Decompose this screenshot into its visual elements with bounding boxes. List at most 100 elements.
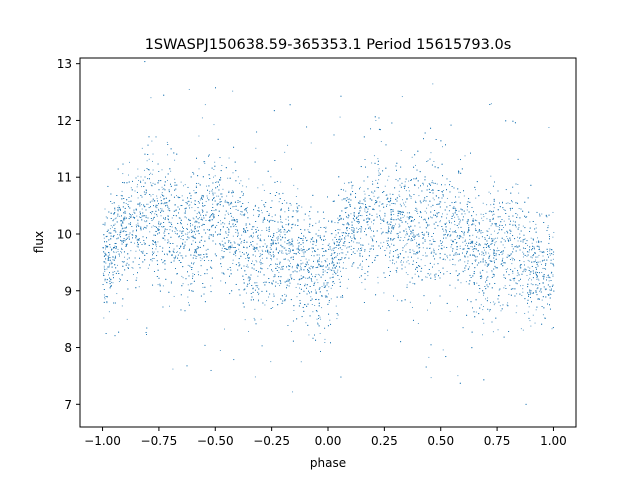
data-point bbox=[426, 222, 428, 224]
data-point bbox=[531, 257, 533, 259]
data-point bbox=[257, 285, 259, 287]
data-point bbox=[284, 229, 286, 231]
data-point bbox=[212, 188, 213, 190]
data-point bbox=[522, 329, 524, 331]
data-point bbox=[333, 250, 335, 252]
data-point bbox=[422, 219, 424, 221]
data-point bbox=[314, 289, 316, 291]
data-point bbox=[129, 161, 130, 163]
data-point bbox=[361, 247, 363, 249]
data-point bbox=[227, 177, 229, 179]
data-point bbox=[212, 203, 214, 205]
data-point bbox=[308, 215, 310, 217]
data-point bbox=[501, 263, 503, 264]
data-point bbox=[307, 229, 309, 231]
data-point bbox=[503, 276, 505, 278]
data-point bbox=[513, 280, 515, 282]
data-point bbox=[283, 231, 285, 233]
data-point bbox=[341, 232, 343, 234]
data-point bbox=[162, 188, 164, 190]
data-point bbox=[516, 275, 518, 277]
data-point bbox=[401, 96, 403, 98]
data-point bbox=[187, 223, 188, 225]
data-point bbox=[446, 197, 448, 199]
data-point bbox=[455, 210, 456, 212]
data-point bbox=[443, 230, 445, 232]
data-point bbox=[384, 212, 386, 214]
data-point bbox=[305, 263, 306, 265]
data-point bbox=[481, 217, 483, 219]
data-point bbox=[273, 255, 275, 257]
data-point bbox=[418, 275, 419, 277]
data-point bbox=[103, 237, 105, 239]
data-point bbox=[331, 249, 333, 251]
data-point bbox=[241, 241, 243, 242]
data-point bbox=[305, 322, 307, 324]
data-point bbox=[383, 241, 385, 243]
data-point bbox=[337, 253, 338, 255]
data-point bbox=[468, 266, 470, 268]
data-point bbox=[192, 230, 194, 232]
data-point bbox=[431, 251, 433, 253]
data-point bbox=[452, 212, 454, 214]
data-point bbox=[156, 197, 158, 199]
data-point bbox=[233, 225, 235, 227]
data-point bbox=[350, 245, 352, 247]
data-point bbox=[216, 225, 218, 226]
data-point bbox=[494, 252, 496, 254]
data-point bbox=[356, 217, 358, 219]
data-point bbox=[245, 292, 247, 294]
data-point bbox=[186, 228, 187, 230]
data-point bbox=[163, 210, 165, 212]
data-point bbox=[410, 239, 412, 241]
data-point bbox=[195, 251, 197, 252]
data-point bbox=[465, 242, 467, 244]
data-point bbox=[415, 207, 417, 209]
data-point bbox=[239, 251, 241, 253]
data-point bbox=[339, 215, 341, 217]
data-point bbox=[540, 251, 542, 253]
data-point bbox=[532, 314, 534, 316]
data-point bbox=[519, 265, 521, 267]
data-point bbox=[359, 250, 361, 252]
data-point bbox=[531, 279, 533, 281]
data-point bbox=[284, 247, 286, 249]
data-point bbox=[538, 246, 540, 248]
data-point bbox=[228, 157, 230, 159]
data-point bbox=[239, 213, 241, 215]
data-point bbox=[394, 225, 395, 227]
data-point bbox=[152, 218, 154, 220]
data-point bbox=[261, 209, 262, 211]
data-point bbox=[253, 214, 255, 216]
data-point bbox=[280, 281, 282, 283]
data-point bbox=[190, 201, 192, 203]
data-point bbox=[246, 264, 248, 266]
data-point bbox=[506, 236, 508, 238]
data-point bbox=[122, 173, 124, 175]
data-point bbox=[373, 155, 375, 157]
data-point bbox=[307, 264, 309, 266]
data-point bbox=[220, 220, 221, 222]
data-point bbox=[118, 208, 120, 210]
data-point bbox=[354, 220, 356, 222]
data-point bbox=[423, 233, 425, 235]
data-point bbox=[232, 235, 234, 237]
data-point bbox=[228, 190, 230, 192]
data-point bbox=[400, 253, 401, 255]
data-point bbox=[543, 276, 545, 278]
data-point bbox=[336, 254, 338, 256]
data-point bbox=[433, 199, 435, 201]
data-point bbox=[318, 229, 320, 231]
data-point bbox=[231, 190, 233, 192]
data-point bbox=[528, 306, 530, 308]
data-point bbox=[505, 202, 507, 204]
data-point bbox=[252, 237, 254, 239]
data-point bbox=[317, 322, 319, 324]
data-point bbox=[312, 275, 313, 277]
data-point bbox=[371, 162, 373, 164]
data-point bbox=[152, 194, 154, 196]
data-point bbox=[220, 266, 222, 268]
data-point bbox=[321, 307, 323, 309]
data-point bbox=[113, 251, 115, 253]
data-point bbox=[202, 210, 204, 212]
